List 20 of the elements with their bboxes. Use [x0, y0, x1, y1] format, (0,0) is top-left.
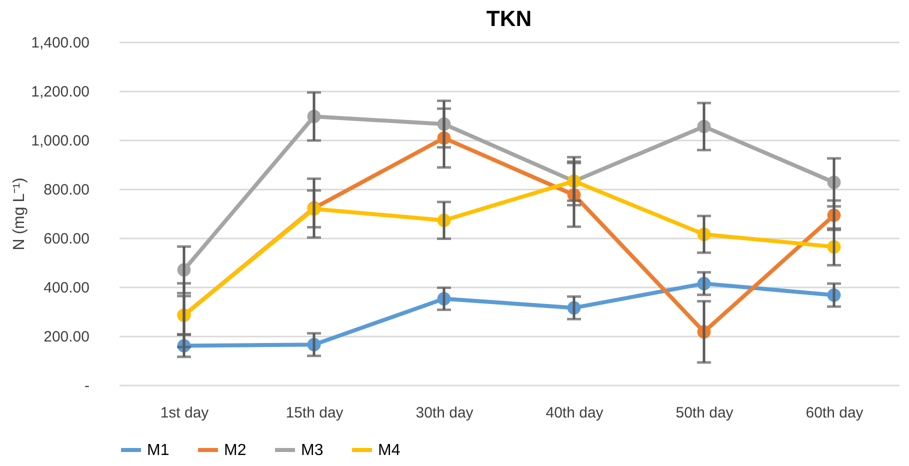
y-tick-label: 1,200.00 [31, 84, 90, 100]
y-tick-label: 800.00 [44, 182, 90, 198]
y-tick-label: 1,400.00 [31, 34, 90, 52]
y-tick-label: 600.00 [44, 230, 90, 248]
x-tick-label: 40th day [546, 404, 604, 422]
legend-label: M4 [378, 442, 400, 459]
y-tick-label: 200.00 [44, 328, 90, 346]
legend-label: M2 [224, 442, 246, 459]
y-tick-label: - [84, 378, 90, 394]
y-tick-label: 1,000.00 [31, 132, 90, 150]
x-tick-label: 1st day [160, 404, 210, 422]
x-tick-label: 30th day [416, 404, 474, 422]
y-tick-label: 400.00 [44, 280, 90, 296]
x-tick-label: 15th day [286, 404, 344, 422]
x-tick-label: 60th day [806, 404, 864, 422]
x-tick-label: 50th day [676, 404, 734, 422]
chart-title: TKN [486, 6, 532, 31]
legend-label: M1 [147, 442, 170, 459]
y-axis-title: N (mg L⁻¹) [11, 178, 28, 250]
legend-label: M3 [301, 442, 324, 459]
